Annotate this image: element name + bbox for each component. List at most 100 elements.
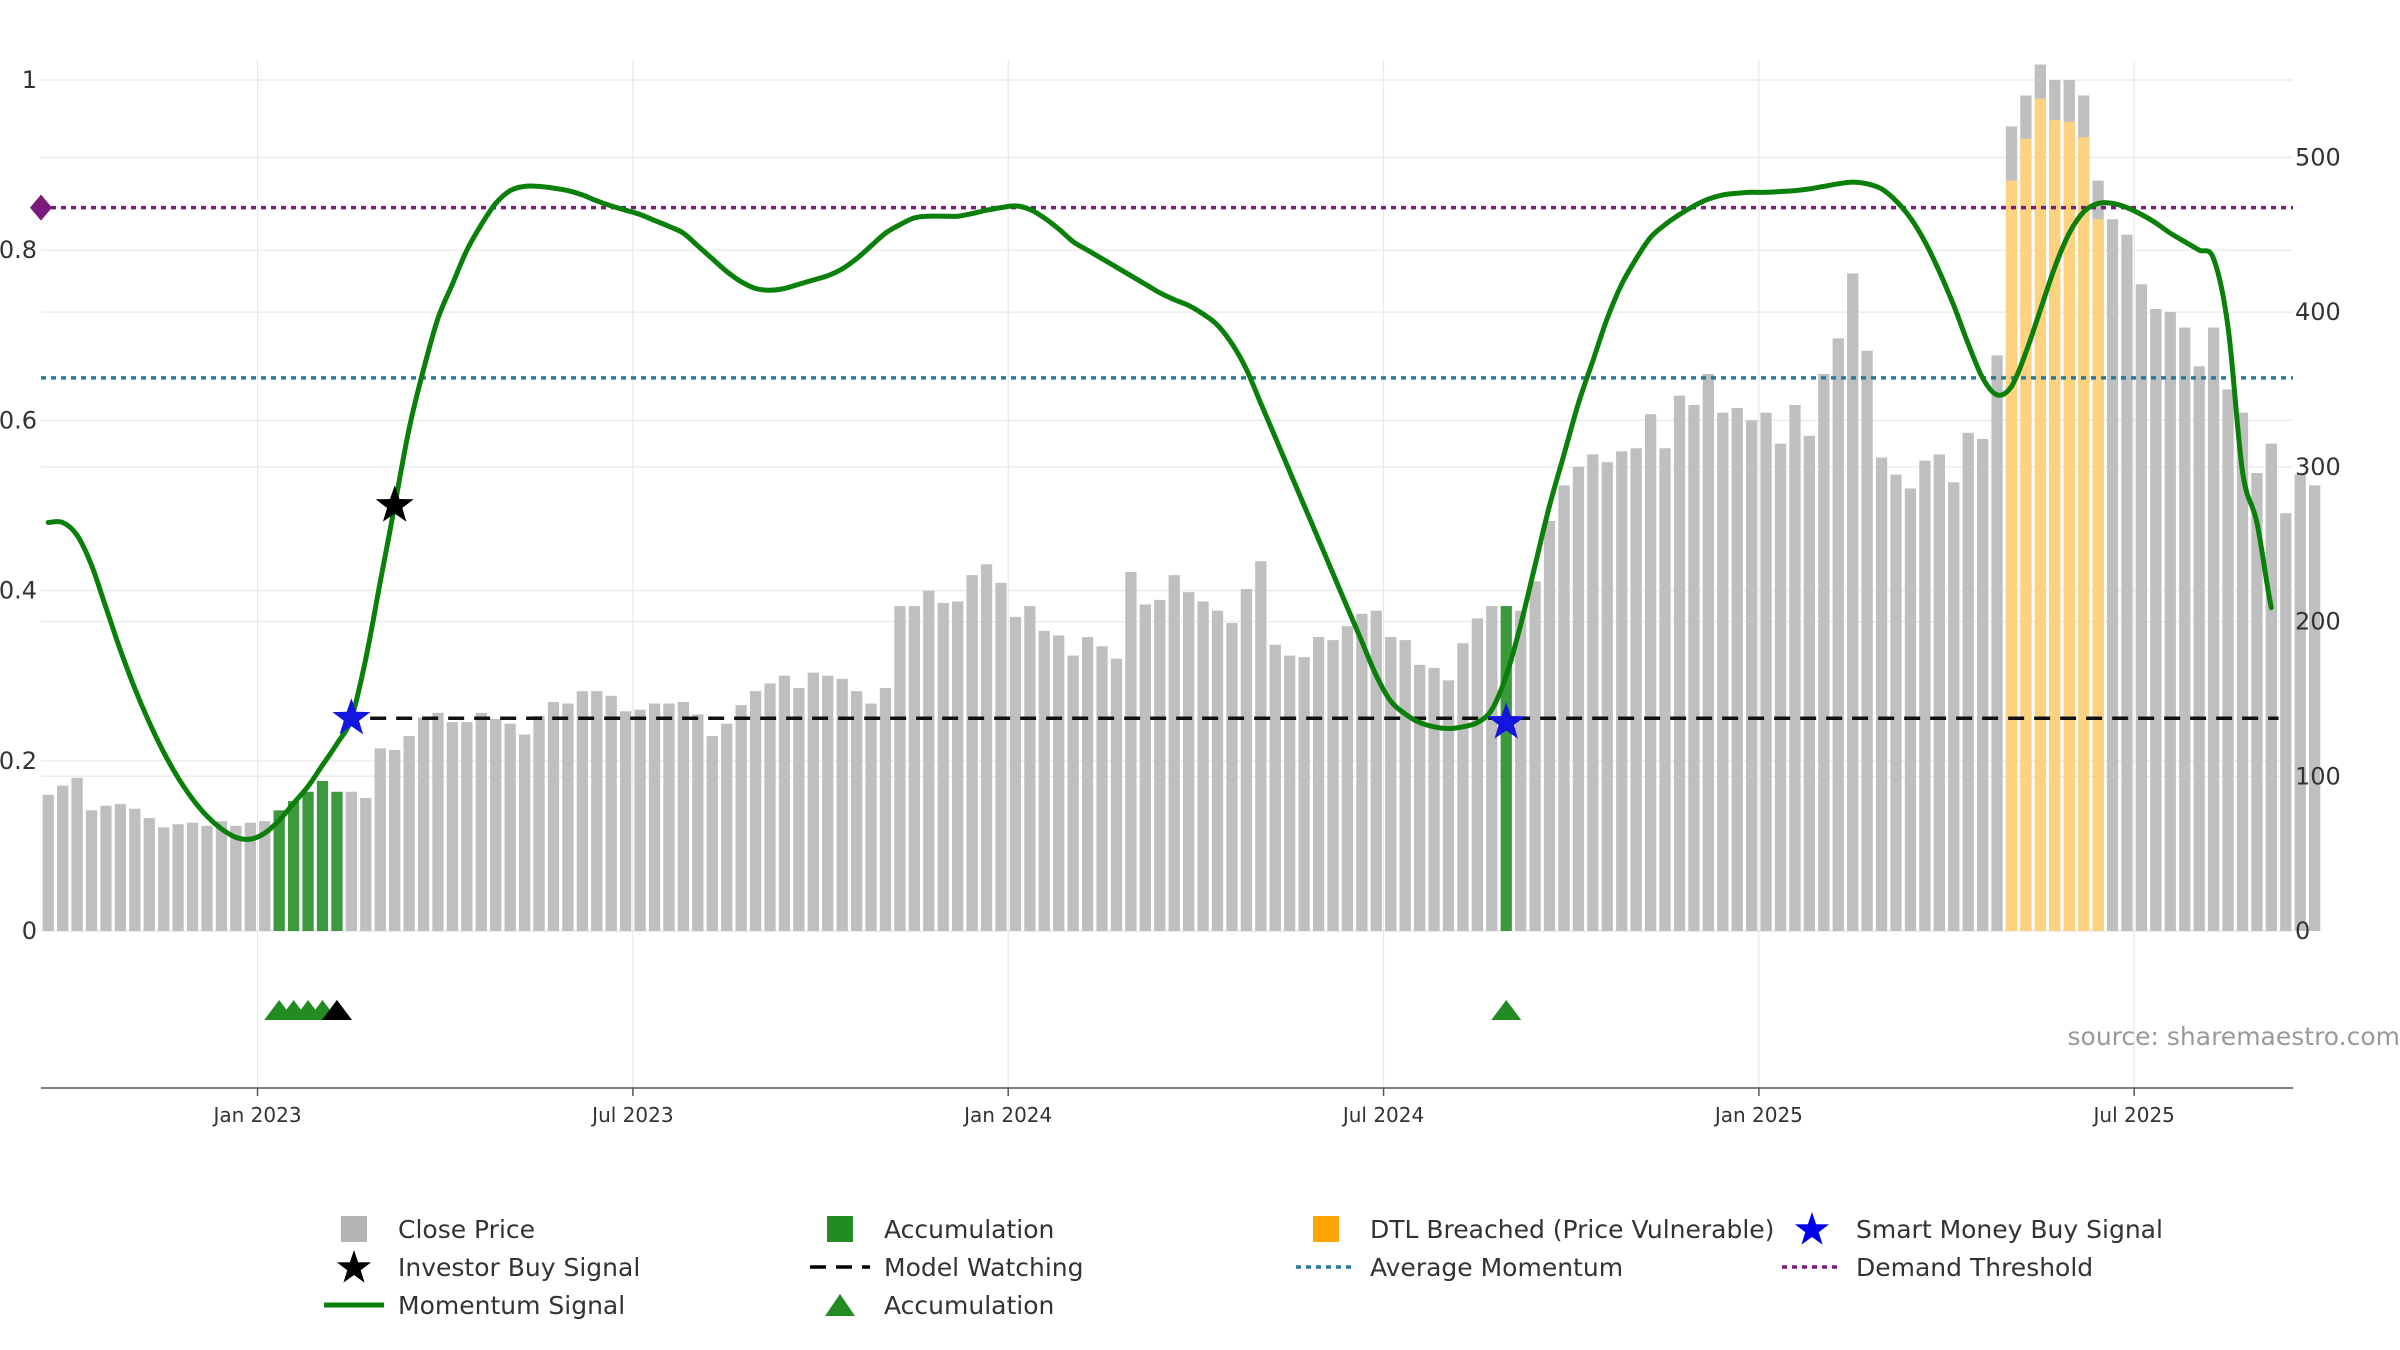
legend-symbol-square-icon bbox=[806, 1212, 874, 1246]
close-price-bar bbox=[692, 714, 704, 931]
close-price-bar bbox=[764, 683, 776, 931]
close-price-bar bbox=[1053, 635, 1065, 931]
close-price-bar bbox=[2236, 412, 2249, 931]
legend-label: Investor Buy Signal bbox=[398, 1252, 641, 1282]
close-price-bar bbox=[1630, 448, 1642, 931]
close-price-bar bbox=[2207, 327, 2220, 932]
close-price-bar bbox=[345, 791, 358, 931]
close-price-bar bbox=[1356, 613, 1368, 931]
close-price-bar bbox=[215, 821, 228, 931]
close-price-bar bbox=[143, 818, 155, 931]
right-tick-label: 0 bbox=[2295, 917, 2310, 945]
close-price-bar bbox=[1601, 462, 1613, 931]
close-price-bar bbox=[1702, 373, 1714, 931]
close-price-bar bbox=[1515, 610, 1527, 931]
legend-label: Momentum Signal bbox=[398, 1290, 626, 1320]
legend-item-momentum: Momentum Signal bbox=[320, 1288, 625, 1322]
close-price-bar bbox=[663, 703, 675, 931]
legend-label: Smart Money Buy Signal bbox=[1856, 1214, 2163, 1244]
close-price-bar bbox=[201, 825, 213, 931]
close-price-bar bbox=[1110, 658, 1123, 931]
close-price-bar bbox=[1789, 404, 1801, 932]
close-price-bar bbox=[735, 705, 747, 931]
close-price-bar bbox=[490, 719, 502, 931]
close-price-bar bbox=[403, 736, 415, 931]
legend-symbol-star-icon bbox=[1778, 1212, 1846, 1246]
close-price-bar bbox=[186, 822, 199, 931]
investor-buy-signal bbox=[375, 485, 414, 522]
legend-item-model-watching: Model Watching bbox=[806, 1250, 1084, 1284]
close-price-bar bbox=[706, 736, 718, 931]
close-price-bar bbox=[360, 797, 372, 931]
close-price-bar bbox=[648, 703, 661, 931]
legend-label: Average Momentum bbox=[1370, 1252, 1624, 1282]
close-price-bar bbox=[2251, 473, 2263, 931]
close-price-bar bbox=[1139, 604, 1151, 931]
source-text: source: sharemaestro.com bbox=[2067, 1022, 2400, 1051]
close-price-bar bbox=[2222, 389, 2234, 931]
close-price-bar bbox=[2179, 327, 2191, 932]
close-price-bar bbox=[1038, 630, 1050, 931]
close-price-bar bbox=[865, 703, 877, 931]
close-price-bar bbox=[562, 703, 574, 931]
legend-item-average-momentum: Average Momentum bbox=[1292, 1250, 1623, 1284]
close-price-bar bbox=[71, 777, 83, 931]
dtl-breached-bar bbox=[2063, 121, 2075, 931]
close-price-bar bbox=[100, 805, 112, 931]
close-price-bar bbox=[114, 804, 127, 931]
close-price-bar bbox=[172, 824, 184, 931]
close-price-bar bbox=[952, 601, 964, 931]
close-price-bar bbox=[1312, 637, 1325, 931]
close-price-bar bbox=[749, 691, 762, 931]
close-price-bar bbox=[1717, 412, 1729, 931]
accumulation-marker bbox=[1491, 1000, 1522, 1020]
close-price-bar bbox=[1919, 460, 1931, 931]
legend-item-close-price: Close Price bbox=[320, 1212, 535, 1246]
close-price-bar bbox=[158, 827, 170, 931]
legend-symbol-triangle-icon bbox=[806, 1288, 874, 1322]
legend-item-investor: Investor Buy Signal bbox=[320, 1250, 640, 1284]
close-price-bar bbox=[2121, 234, 2133, 931]
accumulation-bar bbox=[287, 801, 300, 931]
close-price-bar bbox=[1832, 338, 1844, 931]
close-price-bar bbox=[807, 672, 819, 931]
close-price-bar bbox=[230, 825, 242, 931]
x-tick-label: Jan 2023 bbox=[211, 1103, 301, 1127]
left-tick-label: 1 bbox=[22, 66, 37, 94]
close-price-bar bbox=[533, 715, 545, 931]
close-price-bar bbox=[446, 722, 459, 931]
legend-label: Accumulation bbox=[884, 1214, 1055, 1244]
accumulation-bar bbox=[273, 810, 285, 931]
x-tick-label: Jul 2023 bbox=[590, 1103, 673, 1127]
close-price-bar bbox=[547, 702, 560, 931]
close-price-bar bbox=[1616, 451, 1628, 931]
close-price-bar bbox=[1962, 432, 1974, 931]
smart-money-buy-signal bbox=[332, 698, 371, 735]
close-price-bar bbox=[1197, 601, 1209, 931]
close-price-bar bbox=[1543, 520, 1556, 931]
x-tick-label: Jan 2025 bbox=[1713, 1103, 1803, 1127]
close-price-bar bbox=[1226, 623, 1238, 931]
close-price-bar bbox=[879, 688, 892, 931]
close-price-bar bbox=[518, 734, 531, 931]
close-price-bar bbox=[2265, 443, 2277, 931]
close-price-bar bbox=[1024, 606, 1036, 931]
legend-item-demand-threshold: Demand Threshold bbox=[1778, 1250, 2093, 1284]
legend-label: Close Price bbox=[398, 1214, 536, 1244]
close-price-bar bbox=[1269, 644, 1281, 931]
right-tick-label: 100 bbox=[2295, 762, 2341, 790]
close-price-bar bbox=[1471, 618, 1484, 931]
close-price-bar bbox=[504, 723, 516, 931]
close-price-bar bbox=[1558, 485, 1570, 931]
x-tick-label: Jul 2025 bbox=[2092, 1103, 2175, 1127]
close-price-bar bbox=[389, 749, 401, 931]
close-price-bar bbox=[57, 785, 69, 931]
x-tick-label: Jul 2024 bbox=[1341, 1103, 1424, 1127]
close-price-bar bbox=[1327, 640, 1339, 931]
close-price-bar bbox=[980, 564, 993, 931]
close-price-bar bbox=[42, 794, 54, 931]
dtl-breached-bar bbox=[2092, 219, 2104, 932]
right-tick-label: 300 bbox=[2295, 453, 2341, 481]
close-price-bar bbox=[1991, 355, 2003, 931]
legend-label: DTL Breached (Price Vulnerable) bbox=[1370, 1214, 1775, 1244]
